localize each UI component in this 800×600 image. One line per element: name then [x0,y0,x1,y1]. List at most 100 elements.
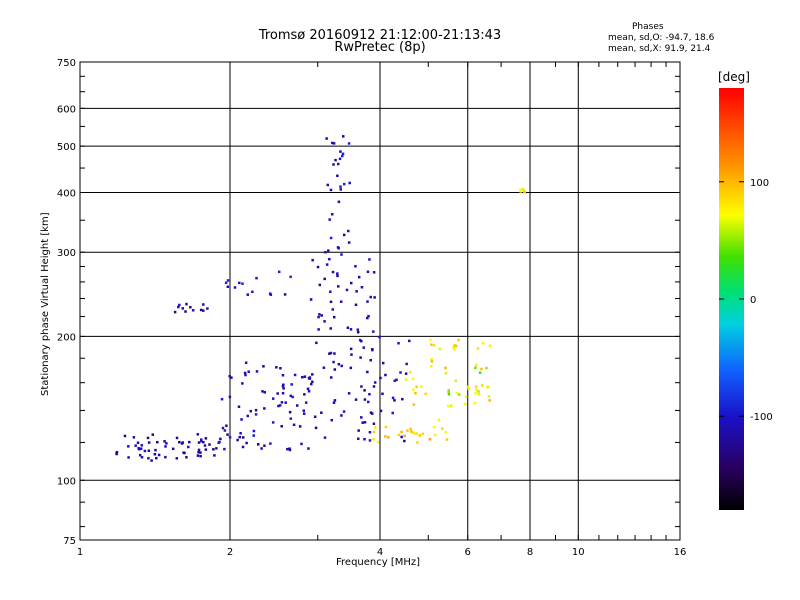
data-point [282,387,285,390]
data-point [474,392,477,395]
data-point [519,190,522,193]
data-point [196,454,200,457]
data-point [320,314,323,317]
data-point [334,158,337,162]
data-point [336,274,339,278]
data-point [320,411,323,414]
data-point [360,285,364,289]
data-point [165,442,168,445]
data-point [115,452,118,456]
y-tick-label: 200 [57,332,76,343]
data-point [340,253,343,256]
data-point [255,370,259,373]
data-point [418,434,422,437]
data-point [358,338,362,342]
data-point [293,373,297,377]
x-tick-label: 4 [377,547,383,558]
data-point [228,436,232,439]
data-point [127,445,130,448]
data-point [337,247,340,250]
data-point [175,436,179,440]
data-point [324,250,327,254]
data-point [315,341,318,345]
data-point [208,443,211,446]
data-point [115,450,119,454]
data-point [263,407,266,410]
data-point [339,300,343,303]
data-point [244,361,248,365]
data-point [372,330,375,333]
data-point [464,402,467,406]
data-point [412,388,415,391]
data-point [356,330,360,334]
data-point [254,408,258,412]
data-point [199,451,202,454]
data-point [368,439,372,442]
data-point [393,379,396,383]
grid-lines [80,62,680,540]
data-point [421,432,424,436]
data-point [316,265,320,269]
data-point [177,305,180,309]
data-point [292,423,296,427]
data-point [357,429,360,432]
data-point [336,272,339,275]
data-point [400,435,403,439]
y-tick-label: 600 [57,104,76,115]
data-point [202,309,205,312]
data-point [372,422,376,426]
data-point [178,303,181,307]
data-point [345,288,349,292]
data-point [349,328,353,331]
data-point [415,432,418,435]
data-point [475,388,478,391]
data-point [241,282,244,285]
data-point [367,314,370,318]
data-point [300,442,303,446]
data-point [323,436,327,439]
data-point [223,447,226,451]
data-point [481,342,485,345]
data-point [387,436,390,439]
data-point [488,399,491,402]
data-point [153,452,157,456]
data-point [200,439,203,443]
data-point [134,444,137,447]
data-point [288,410,292,414]
data-point [366,316,369,320]
data-point [331,212,334,216]
data-point [357,437,360,441]
data-point [181,441,185,444]
data-point [369,411,373,414]
x-axis-label: Frequency [MHz] [336,557,421,568]
data-point [381,361,385,365]
data-point [355,290,358,293]
data-point [212,448,215,451]
data-point [354,303,358,307]
data-point [309,298,313,301]
data-point [474,385,478,388]
data-point [347,241,351,244]
data-point [339,185,342,188]
data-point [372,271,376,274]
data-point [289,275,292,279]
data-point [197,451,200,454]
data-point [476,347,480,350]
data-point [202,440,205,444]
data-point [477,390,480,393]
data-point [406,429,409,432]
data-point [280,401,284,404]
chart-subtitle: RwPretec (8p) [334,40,426,55]
data-point [437,418,441,422]
data-point [408,370,412,374]
data-point [138,453,142,457]
data-point [430,360,434,363]
stats-x-mode: mean, sd,X: 91.9, 21.4 [608,44,711,54]
data-point [379,376,382,380]
data-point [331,141,334,145]
y-tick-label: 750 [57,58,76,69]
data-point [369,358,372,362]
data-point [412,403,416,406]
colorbar-unit-label: [deg] [718,70,750,84]
data-point [368,431,372,434]
